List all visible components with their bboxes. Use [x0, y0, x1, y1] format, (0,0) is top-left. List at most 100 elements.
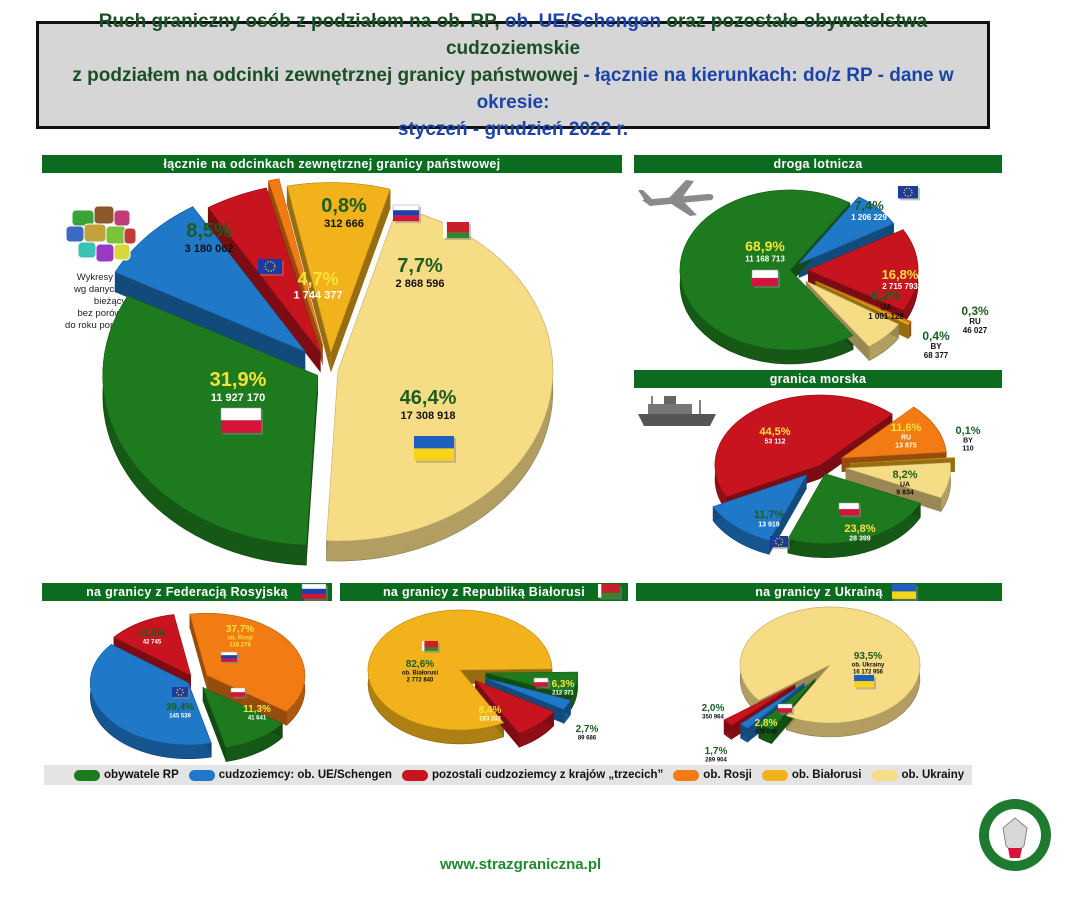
slice-wall-third — [724, 684, 796, 734]
legend-item-pl: obywatele RP — [74, 769, 179, 781]
slice-value-label: 2 772 840 — [407, 678, 434, 684]
slice-eu — [89, 644, 212, 746]
slice-ru — [815, 280, 912, 323]
slice-pct-label: 8,5% — [186, 220, 232, 242]
slice-name-label: ob. Rosji — [227, 636, 253, 642]
slice-pct-label: 8,4% — [479, 705, 502, 716]
legend-label: ob. Białorusi — [791, 769, 862, 781]
slice-pct-label: 23,8% — [844, 523, 875, 535]
slice-pct-label: 39,4% — [166, 702, 194, 713]
slice-value-label: 2 715 793 — [882, 282, 918, 291]
legend-item-by: ob. Białorusi — [761, 769, 862, 781]
slice-name-label: RU — [969, 317, 981, 326]
slice-wall-by — [287, 186, 331, 373]
slice-pct-label: 68,9% — [745, 238, 785, 254]
slice-pct-label: 46,4% — [400, 387, 457, 409]
pl-flag-icon — [230, 687, 247, 699]
legend-swatch — [871, 769, 898, 781]
slice-third — [723, 684, 796, 726]
slice-eu — [712, 474, 808, 541]
footer-url[interactable]: www.strazgraniczna.pl — [440, 856, 602, 873]
slice-value-label: 145 539 — [169, 714, 191, 720]
slice-pl — [485, 671, 578, 696]
by-flag-icon — [422, 641, 440, 653]
eu-flag-icon — [258, 259, 284, 276]
slice-pct-label: 2,0% — [702, 703, 725, 714]
note-line: Wykresy kołowe — [76, 272, 146, 283]
ru-flag-icon — [220, 651, 239, 664]
slice-name-label: RU — [901, 434, 911, 441]
slice-eu — [798, 196, 895, 265]
legend-label: ob. Ukrainy — [901, 769, 965, 781]
slice-ua — [805, 280, 899, 347]
by-flag-icon — [598, 584, 622, 600]
legend-swatch — [401, 769, 428, 781]
slice-wall-ru — [206, 675, 287, 726]
page-title: Ruch graniczny osób z podziałem na ob. R… — [39, 8, 987, 143]
slice-pct-label: 2,7% — [576, 724, 599, 735]
slice-pct-label: 0,3% — [961, 304, 989, 318]
slice-wall-by — [330, 189, 391, 373]
slice-pct-label: 11,7% — [754, 509, 785, 521]
slice-by — [286, 182, 391, 354]
slice-wall-eu — [740, 683, 805, 739]
slice-third — [113, 614, 192, 677]
slice-value-label: 28 399 — [849, 535, 871, 542]
slice-pct-label: 0,4% — [922, 329, 950, 343]
slice-pct-label: 6,2% — [871, 288, 901, 303]
slice-value-label: 89 686 — [578, 736, 597, 742]
slice-name-label: UA — [880, 303, 892, 312]
legend-item-eu: cudzoziemcy: ob. UE/Schengen — [188, 769, 392, 781]
legend-swatch — [761, 769, 788, 781]
slice-pct-label: 31,9% — [210, 369, 267, 391]
note-line: bez porównania — [77, 308, 145, 319]
slice-pct-label: 6,3% — [552, 679, 575, 690]
section-bar-russia: na granicy z Federacją Rosyjską — [42, 583, 332, 601]
slice-pct-label: 11,6% — [138, 628, 166, 639]
legend-label: pozostali cudzoziemcy z krajów „trzecich… — [431, 769, 664, 781]
slice-pct-label: 16,8% — [882, 267, 919, 282]
pl-flag-icon — [751, 269, 780, 289]
slice-pl — [102, 295, 319, 546]
slice-eu — [740, 682, 805, 729]
slice-wall-ru — [189, 614, 207, 690]
border-guard-emblem-logo — [979, 799, 1051, 871]
slice-name-label: ob. Ukrainy — [852, 663, 885, 669]
slice-value-label: 1 001 128 — [868, 312, 904, 321]
slice-by — [367, 609, 553, 731]
slice-value-label: 110 — [962, 445, 973, 452]
slice-value-label: 118 279 — [229, 643, 251, 649]
section-bar-sea: granica morska — [634, 370, 1002, 388]
title-part-5: - łącznie na kierunkach: do/z RP - dane … — [476, 64, 954, 113]
slice-pct-label: 11,6% — [891, 422, 922, 434]
slice-wall-ua — [845, 468, 941, 512]
eu-flag-icon — [898, 186, 920, 201]
legend-swatch — [673, 769, 700, 781]
slice-value-label: 1 744 377 — [294, 290, 343, 302]
section-bar-belarus: na granicy z Republiką Białorusi — [340, 583, 628, 601]
pl-flag-icon — [777, 703, 794, 715]
slice-ru — [189, 612, 306, 712]
slice-wall-pl — [202, 687, 226, 762]
slice-ru — [840, 406, 947, 459]
slice-third — [807, 229, 919, 311]
airplane-icon — [638, 180, 714, 216]
title-box: Ruch graniczny osób z podziałem na ob. R… — [36, 11, 990, 140]
slice-eu — [484, 677, 572, 710]
section-bar-main: łącznie na odcinkach zewnętrznej granicy… — [42, 155, 622, 173]
legend: obywatele RP cudzoziemcy: ob. UE/Schengen… — [44, 765, 972, 785]
legend-label: obywatele RP — [104, 769, 179, 781]
slice-value-label: 68 377 — [924, 351, 949, 360]
slice-pct-label: 7,4% — [854, 198, 884, 213]
slice-value-label: 46 027 — [963, 326, 988, 335]
slice-wall-pl — [306, 375, 318, 566]
slice-value-label: 9 834 — [896, 489, 914, 496]
legend-swatch — [74, 769, 100, 781]
slice-value-label: 13 919 — [758, 521, 780, 528]
slice-value-label: 42 745 — [143, 640, 162, 646]
slice-pct-label: 0,8% — [321, 195, 367, 217]
slice-value-label: 3 180 062 — [185, 243, 234, 255]
slice-pct-label: 93,5% — [854, 651, 882, 662]
slice-wall-third — [820, 414, 893, 479]
ship-icon — [638, 396, 716, 426]
